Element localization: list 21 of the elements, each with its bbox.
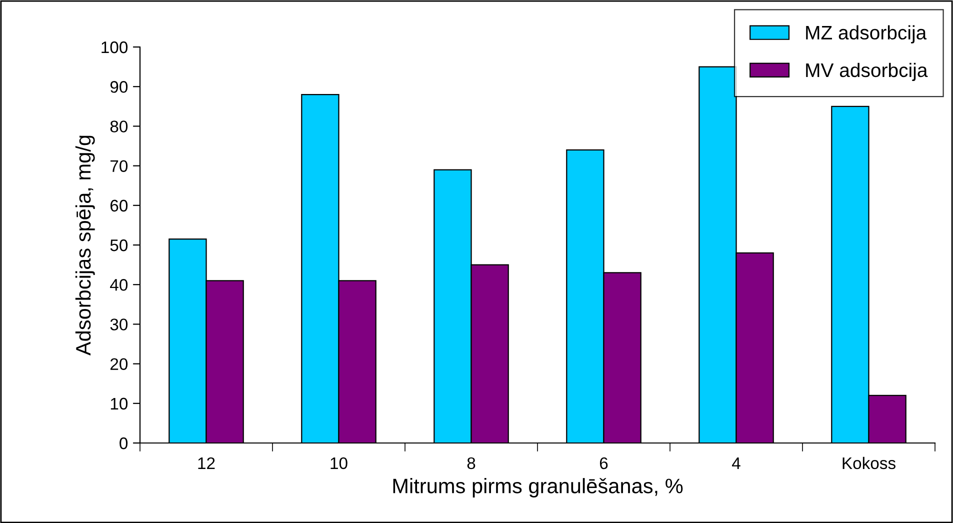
y-tick-label: 0 [120,437,128,450]
y-tick-label: 70 [110,160,128,172]
y-tick-label: 30 [110,318,128,330]
legend-label: MZ adsorbcija [806,25,927,44]
x-tick-label: Kokoss [842,456,896,470]
y-tick-label: 90 [110,81,128,93]
y-tick-label: 50 [110,239,128,252]
y-tick-label: 20 [110,358,128,370]
x-tick-label: 8 [467,457,476,470]
y-tick-label: 40 [110,279,128,291]
x-tick-label: 4 [732,458,740,469]
x-tick-label: 6 [600,457,608,470]
y-tick-label: 60 [110,200,128,212]
y-tick-label: 100 [102,41,128,54]
x-axis-title: Mitrums pirms granulēšanas, % [393,478,683,498]
y-axis-title: Adsorbcijas spēja, mg/g [75,136,95,356]
y-tick-label: 10 [110,398,128,410]
y-tick-label: 80 [110,120,128,132]
x-tick-label: 12 [198,457,215,469]
legend-label: MV adsorbcija [806,62,928,81]
x-tick-label: 10 [330,457,348,470]
